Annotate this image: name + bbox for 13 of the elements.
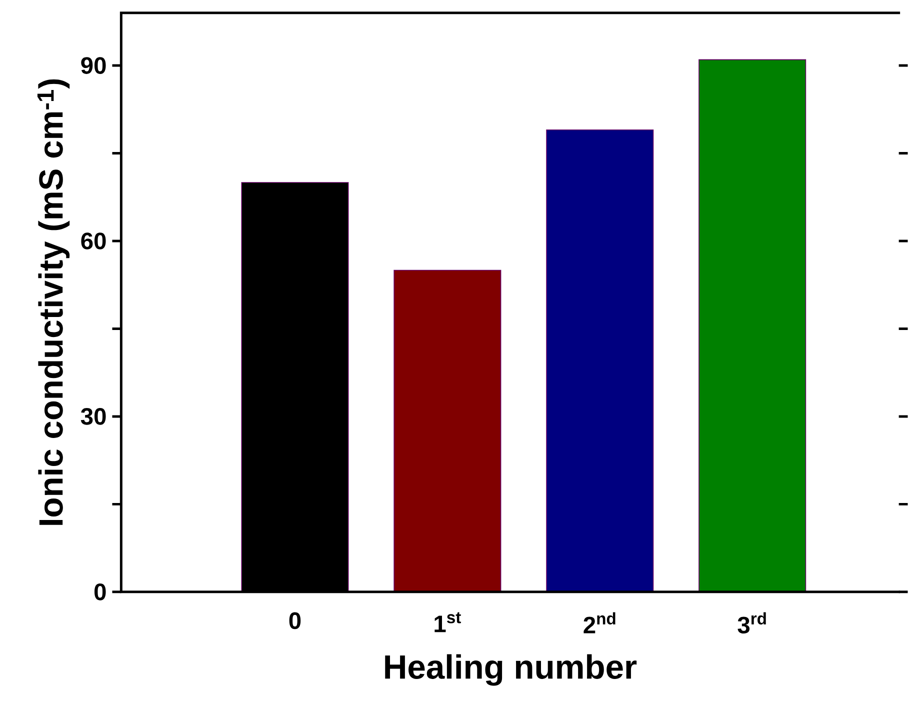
y-tick-label: 90 [81,57,106,74]
x-tick-label: 0 [289,612,301,630]
y-axis-title: Ionic conductivity (mS cm$^{-1}$) [37,79,70,525]
bar [546,129,654,592]
y-tick-label: 60 [81,232,106,250]
x-tick-label: 3$^{rd}$ [738,612,766,634]
bar [394,270,502,592]
x-tick-label: 1$^{st}$ [434,612,461,632]
y-tick-label: 30 [80,408,106,425]
x-axis-title: Healing number [385,654,637,686]
y-tick-label: 0 [94,583,106,600]
x-tick-label: 2$^{nd}$ [584,612,616,634]
bar [698,59,806,592]
